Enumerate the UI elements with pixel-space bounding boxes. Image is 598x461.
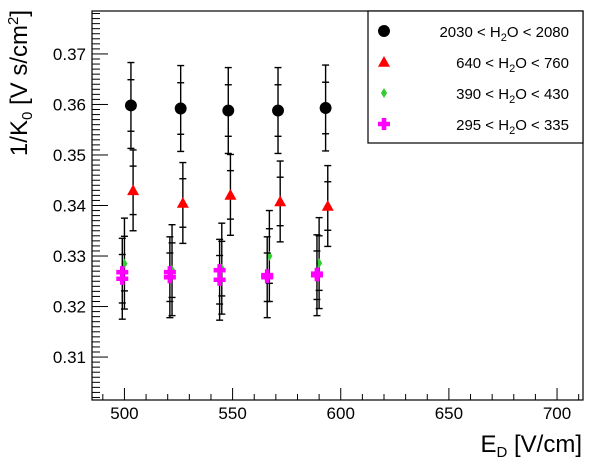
x-axis-title-main: E (480, 431, 496, 458)
x-axis-title-subscript: D (496, 444, 507, 461)
data-point (127, 184, 140, 196)
x-axis: 500 550 600 650 700 (102, 388, 580, 423)
legend-label-subscript: 2 (509, 125, 515, 137)
x-axis-title: ED [V/cm] (480, 431, 582, 461)
data-point (321, 200, 334, 211)
legend-marker (378, 118, 390, 130)
legend-label-part: 640 < H (456, 55, 509, 72)
data-point (266, 251, 273, 262)
data-point (163, 266, 176, 279)
legend-label: 2030 < H2O < 2080 (439, 24, 569, 44)
data-point (174, 102, 187, 115)
y-axis-title-superscript: 2 (5, 17, 22, 25)
data-point (116, 266, 129, 279)
x-axis-title-unit: [V/cm] (507, 431, 582, 458)
legend-label-part: O < 2080 (507, 24, 569, 41)
legend-label-part: O < 430 (515, 86, 569, 103)
y-axis-title-subscript: 0 (19, 112, 36, 120)
y-tick-label: 0.36 (53, 95, 86, 114)
y-axis-title-end: ] (6, 10, 33, 17)
data-point (272, 104, 284, 117)
y-axis-title: 1/K0 [V s/cm2] (5, 10, 36, 156)
x-tick-label: 650 (435, 404, 463, 423)
legend-label-part: 295 < H (456, 117, 509, 134)
data-point (310, 267, 323, 280)
data-point (316, 258, 323, 269)
series-layer (116, 61, 334, 321)
data-point (116, 272, 129, 285)
legend-label-subscript: 2 (509, 63, 515, 75)
y-tick-label: 0.32 (53, 298, 86, 317)
series-1 (124, 61, 332, 155)
data-point (261, 269, 274, 282)
data-point (213, 264, 226, 277)
y-axis: 0.31 0.32 0.33 0.34 0.35 0.36 0.37 (53, 13, 108, 398)
data-point (124, 99, 137, 112)
series-2 (127, 149, 334, 248)
y-tick-label: 0.33 (53, 247, 86, 266)
legend-label-part: O < 760 (515, 55, 569, 72)
y-tick-label: 0.35 (53, 146, 86, 165)
legend-label: 295 < H2O < 335 (456, 117, 569, 137)
x-tick-label: 600 (327, 404, 355, 423)
series-3 (120, 209, 323, 317)
legend-label: 640 < H2O < 760 (456, 55, 569, 75)
legend-marker (380, 88, 388, 98)
y-tick-label: 0.37 (53, 45, 86, 64)
data-point (213, 273, 226, 286)
data-point (274, 195, 287, 207)
x-tick-label: 700 (543, 404, 571, 423)
legend-label-subscript: 2 (501, 32, 507, 44)
data-point (319, 102, 332, 114)
series-4 (116, 234, 323, 321)
legend-label-part: O < 335 (515, 117, 569, 134)
y-tick-label: 0.34 (53, 197, 86, 216)
x-tick-label: 500 (110, 404, 138, 423)
data-point (176, 196, 189, 208)
legend-label: 390 < H2O < 430 (456, 86, 569, 106)
legend-label-part: 390 < H (456, 86, 509, 103)
y-axis-title-unit: [V s/cm (6, 25, 33, 112)
legend-label-part: 2030 < H (439, 24, 500, 41)
legend-box (367, 10, 584, 144)
y-axis-title-main: 1/K (6, 120, 33, 156)
data-point (224, 188, 237, 200)
x-tick-label: 550 (218, 404, 246, 423)
legend-label-subscript: 2 (509, 94, 515, 106)
legend-marker (378, 25, 390, 37)
data-point (222, 104, 235, 117)
legend-marker (378, 56, 390, 67)
y-tick-label: 0.31 (53, 348, 86, 367)
